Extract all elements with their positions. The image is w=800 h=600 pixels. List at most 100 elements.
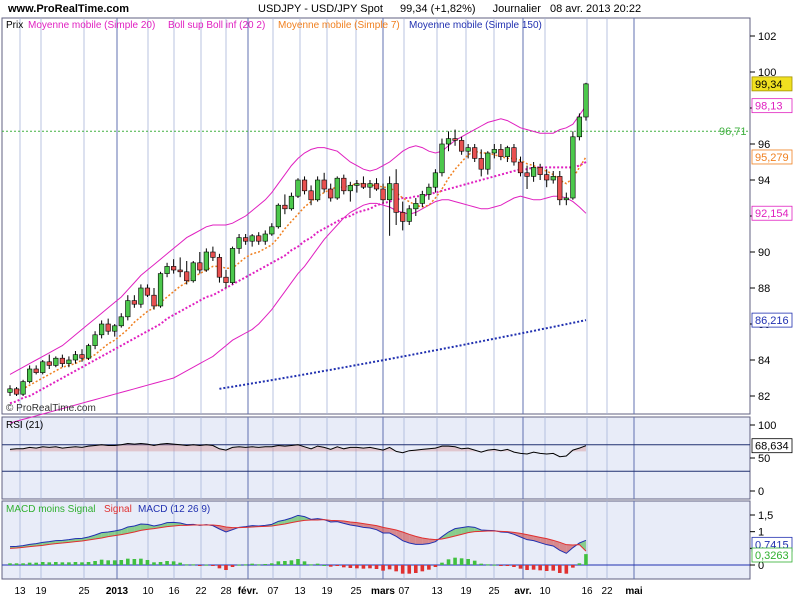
macd-ribbon: [455, 527, 462, 536]
candle-body: [282, 204, 288, 210]
candle-body: [439, 143, 445, 174]
macd-hist-bar: [132, 559, 137, 565]
macd-ribbon: [147, 524, 154, 530]
price-tick-label: 100: [758, 67, 776, 79]
macd-ribbon: [219, 525, 226, 532]
candle-body: [184, 271, 190, 282]
tag-ma20: 92,154: [755, 208, 789, 220]
x-tick-label: 16: [168, 586, 180, 597]
chart-header: USDJPY - USD/JPY Spot 99,34 (+1,82%) Jou…: [258, 3, 655, 15]
candle-body: [138, 287, 144, 305]
macd-hist-bar: [126, 558, 130, 565]
candle-body: [472, 147, 478, 159]
candle-body: [79, 354, 85, 359]
macd-ribbon: [428, 539, 436, 544]
macd-hist-bar: [459, 558, 464, 565]
macd-hist-bar: [381, 565, 385, 571]
macd-hist-bar: [93, 561, 97, 565]
macd-hist-bar: [531, 565, 536, 570]
tag-boll-up: 98,13: [755, 101, 783, 113]
x-tick-label: 22: [601, 586, 613, 597]
macd-ribbon: [468, 526, 475, 533]
macd-ribbon: [127, 526, 135, 534]
candle-body: [269, 226, 275, 235]
x-tick-label: 25: [488, 586, 500, 597]
rsi-tick-label: 100: [758, 420, 776, 432]
candle-body: [341, 177, 347, 192]
candle-body: [236, 237, 242, 249]
macd-ribbon: [121, 527, 128, 535]
macd-ribbon: [546, 538, 554, 546]
candle-body: [563, 197, 569, 201]
x-tick-label: 10: [539, 586, 551, 597]
rsi-series: [9, 442, 587, 458]
ma150-line: [219, 319, 587, 390]
tag-ma7: 95,279: [755, 152, 789, 164]
macd-hist-bar: [505, 565, 510, 566]
candle-body: [20, 381, 26, 395]
candle-body: [544, 174, 550, 181]
macd-hist-bar: [86, 562, 91, 565]
site-name[interactable]: www.ProRealTime.com: [8, 3, 130, 15]
candle-body: [426, 186, 432, 195]
macd-ribbon: [448, 528, 456, 538]
price-tick-label: 102: [758, 31, 776, 43]
candle-body: [125, 300, 131, 318]
candle-body: [131, 300, 137, 305]
candle-body: [485, 152, 491, 170]
macd-ribbon: [389, 528, 397, 537]
macd-hist-value-box: [751, 547, 793, 563]
macd-line: [9, 514, 587, 554]
macd-hist-bar: [322, 565, 326, 566]
macd-ribbon: [409, 534, 416, 545]
macd-hist-bar: [387, 565, 392, 570]
candle-body: [229, 248, 236, 283]
x-tick-label: 10: [142, 586, 154, 597]
bollinger-upper: [9, 105, 587, 375]
candle-body: [445, 138, 452, 145]
candle-body: [157, 273, 164, 307]
macd-hist-bar: [119, 560, 124, 565]
macd-hist-bar: [152, 562, 156, 565]
macd-ribbon: [225, 527, 233, 532]
macd-hist-bar: [341, 565, 346, 568]
candle-body: [367, 183, 373, 188]
x-tick-label: mai: [625, 586, 642, 597]
macd-hist-bar: [191, 564, 196, 566]
macd-hist-bar: [413, 565, 418, 573]
macd-hist-bar: [283, 561, 287, 565]
macd-hist-bar: [466, 559, 470, 565]
macd-hist-bar: [80, 562, 84, 565]
price-tick-label: 90: [758, 247, 770, 259]
candle-body: [413, 203, 419, 210]
candle-body: [99, 323, 105, 336]
tag-ma7-box: [751, 149, 793, 165]
x-tick-label: 2013: [106, 586, 129, 597]
macd-hist-bar: [479, 563, 484, 565]
candle-body: [177, 269, 183, 273]
macd-tick-label: 1: [758, 527, 764, 539]
legend-prix: Prix: [6, 20, 23, 31]
macd-hist-bar: [256, 564, 261, 566]
macd-hist-bar: [512, 565, 516, 567]
candle-body: [197, 262, 203, 271]
macd-ribbon: [291, 515, 298, 523]
candle-body: [203, 251, 209, 271]
macd-hist-bar: [73, 562, 78, 565]
x-tick-label: avr.: [514, 586, 531, 597]
candle-body: [190, 262, 196, 282]
macd-hist-value: 0,3263: [755, 550, 789, 562]
candle-body: [517, 161, 524, 174]
rsi-value-box: [751, 438, 793, 454]
x-tick-label: 25: [78, 586, 90, 597]
tag-boll-up-box: [751, 98, 793, 114]
candle-body: [557, 176, 563, 201]
candle-body: [210, 251, 216, 258]
macd-hist-bar: [315, 563, 320, 565]
macd-hist-bar: [270, 563, 274, 565]
candle-body: [288, 195, 295, 210]
x-tick-label: 19: [460, 586, 472, 597]
tag-ma150: 86,216: [755, 315, 789, 327]
